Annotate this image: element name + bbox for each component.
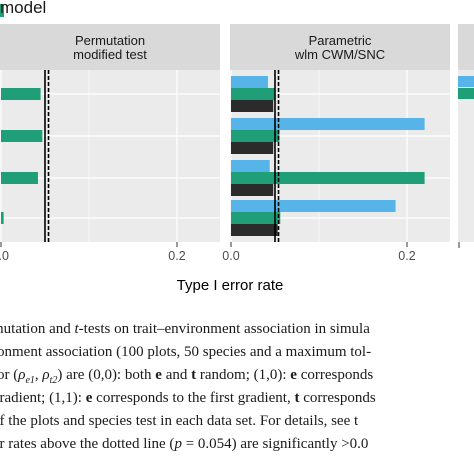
bar-panel3-blue xyxy=(458,76,474,87)
bar-green-group-4 xyxy=(231,212,281,224)
caption-text: and xyxy=(161,367,192,383)
caption-text: gradient; (1,1): xyxy=(0,390,86,406)
caption-text: t xyxy=(191,367,197,383)
legend-key-swatch xyxy=(0,4,4,17)
bar-green-group-2 xyxy=(1,130,43,142)
caption-text: corresponds to the first gradient, xyxy=(92,390,295,406)
caption-text: t2 xyxy=(49,375,58,386)
caption-text: or rates above the dotted line ( xyxy=(0,436,175,452)
bar-black-group-1 xyxy=(231,100,274,112)
caption-text: e xyxy=(290,367,297,383)
caption-text: corresponds xyxy=(299,390,376,406)
caption-text: corresponds xyxy=(296,367,374,383)
bar-blue-group-4 xyxy=(231,200,396,212)
caption-line: gradient; (1,1): e corresponds to the fi… xyxy=(0,387,474,410)
panel-strip-2 xyxy=(230,24,450,70)
caption-text: = 0.054) are significantly >0.0 xyxy=(181,436,369,452)
bar-blue-group-2 xyxy=(231,118,425,130)
x-axis-title: Type I error rate xyxy=(177,277,284,294)
x-tick-label: 0.2 xyxy=(168,249,185,263)
caption-text: ρ xyxy=(18,367,26,383)
bar-green-group-3 xyxy=(231,172,425,184)
caption-text: t xyxy=(294,390,300,406)
caption-text: -tests on trait–environment association … xyxy=(78,321,370,337)
caption-text: e xyxy=(85,390,93,406)
caption-line: for (ρe1, ρt2) are (0,0): both e and t r… xyxy=(0,364,474,387)
bar-black-group-3 xyxy=(231,184,274,196)
caption-text: , xyxy=(34,367,43,383)
x-tick-label: 0.0 xyxy=(222,249,239,263)
bar-blue-group-3 xyxy=(231,160,270,172)
caption-line: of the plots and species test in each da… xyxy=(0,410,474,433)
caption-line: or rates above the dotted line (p = 0.05… xyxy=(0,433,474,456)
caption-text: for ( xyxy=(0,367,19,383)
caption-text: e xyxy=(155,367,162,383)
x-tick-label: 0.2 xyxy=(398,249,415,263)
caption-text: ρ xyxy=(42,367,50,383)
caption-text: p xyxy=(174,436,182,452)
caption-line: ronment association (100 plots, 50 speci… xyxy=(0,341,474,364)
caption-line: mutation and t-tests on trait–environmen… xyxy=(0,318,474,341)
bar-panel3-green xyxy=(458,88,474,99)
panel-strip-label: wlm CWM/SNC xyxy=(294,47,385,62)
caption-text: random; (1,0): xyxy=(196,367,291,383)
figure-caption: mutation and t-tests on trait–environmen… xyxy=(0,318,474,456)
bar-black-group-4 xyxy=(231,224,278,236)
caption-text: ronment association (100 plots, 50 speci… xyxy=(0,344,372,360)
x-tick-label: 0.0 xyxy=(0,249,9,263)
bar-green-group-1 xyxy=(231,88,275,100)
bar-green-group-4 xyxy=(1,212,4,224)
panel-strip-1 xyxy=(0,24,220,70)
panel-background-3 xyxy=(458,70,474,242)
panel-strip-label: modified test xyxy=(73,47,147,62)
panel-strip-label: Permutation xyxy=(75,33,145,48)
caption-text: mutation and xyxy=(0,321,75,337)
bar-black-group-2 xyxy=(231,142,274,154)
bar-green-group-1 xyxy=(1,88,41,100)
bar-green-group-3 xyxy=(1,172,38,184)
legend-title: model xyxy=(0,0,47,17)
bar-blue-group-1 xyxy=(231,76,268,88)
panel-strip-3 xyxy=(458,24,474,70)
bar-green-group-2 xyxy=(231,130,280,142)
caption-text: e1 xyxy=(25,375,35,386)
caption-text: t xyxy=(74,321,79,337)
caption-text: of the plots and species test in each da… xyxy=(0,413,359,429)
panel-strip-label: Parametric xyxy=(309,33,372,48)
caption-text: ) are (0,0): both xyxy=(57,367,156,383)
